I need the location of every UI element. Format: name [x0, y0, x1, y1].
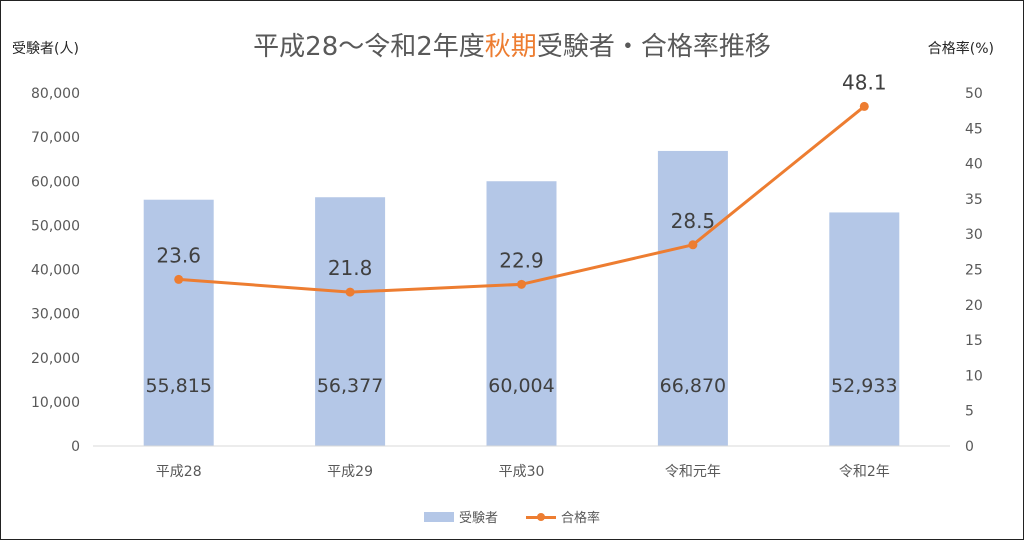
right-tick-label: 45 [965, 121, 983, 137]
left-tick-label: 20,000 [31, 351, 80, 367]
legend-bar-label: 受験者 [458, 511, 498, 526]
left-tick-label: 70,000 [31, 130, 80, 146]
chart-title: 平成28～令和2年度秋期受験者・合格率推移 [0, 26, 1024, 63]
bar [315, 197, 386, 446]
line-point [517, 279, 526, 289]
bar-data-label: 52,933 [831, 375, 897, 397]
right-tick-label: 35 [965, 192, 983, 208]
line-data-label: 23.6 [156, 243, 201, 267]
legend: 受験者 合格率 [0, 507, 1024, 526]
x-tick-label: 平成28 [156, 464, 202, 480]
line-point [174, 274, 184, 284]
right-tick-label: 5 [965, 404, 974, 420]
legend-line-swatch [526, 512, 556, 522]
left-tick-label: 80,000 [31, 86, 80, 102]
legend-item-line: 合格率 [526, 507, 600, 526]
line-data-label: 22.9 [499, 248, 544, 272]
bar-data-label: 55,815 [145, 375, 211, 397]
right-tick-label: 30 [965, 227, 983, 243]
x-tick-label: 平成30 [499, 464, 545, 480]
left-tick-label: 60,000 [31, 174, 80, 190]
right-tick-label: 15 [965, 333, 983, 349]
x-tick-label: 令和2年 [839, 464, 890, 480]
right-tick-label: 0 [965, 439, 974, 455]
line-point [688, 240, 698, 250]
bar [143, 199, 214, 446]
right-axis-label: 合格率(%) [927, 41, 994, 57]
left-axis-label: 受験者(人) [12, 41, 79, 57]
legend-bar-swatch [423, 511, 454, 522]
line-point [345, 287, 355, 297]
legend-line-label: 合格率 [561, 511, 601, 526]
bar [657, 150, 728, 446]
right-tick-label: 25 [965, 263, 983, 279]
x-tick-label: 令和元年 [665, 464, 721, 480]
left-tick-label: 10,000 [31, 395, 80, 411]
x-tick-label: 平成29 [327, 464, 373, 480]
right-tick-label: 40 [965, 157, 983, 173]
title-suffix: 受験者・合格率推移 [536, 32, 771, 62]
right-tick-label: 50 [965, 86, 983, 102]
bar-data-label: 60,004 [488, 375, 554, 397]
line-data-label: 21.8 [328, 256, 373, 280]
legend-item-bar: 受験者 [423, 507, 498, 526]
bar-data-label: 66,870 [660, 375, 726, 397]
left-tick-label: 40,000 [31, 263, 80, 279]
bar [829, 212, 900, 446]
left-tick-label: 30,000 [31, 307, 80, 323]
title-prefix: 平成28～令和2年度 [253, 32, 485, 62]
bar-data-label: 56,377 [317, 375, 383, 397]
right-tick-label: 10 [965, 368, 983, 384]
bar [486, 181, 557, 446]
line-point [859, 101, 869, 111]
line-data-label: 48.1 [842, 70, 887, 94]
line-data-label: 28.5 [671, 209, 716, 233]
title-highlight: 秋期 [484, 32, 537, 62]
right-tick-label: 20 [965, 298, 983, 314]
left-tick-label: 50,000 [31, 218, 80, 234]
left-tick-label: 0 [71, 439, 80, 455]
